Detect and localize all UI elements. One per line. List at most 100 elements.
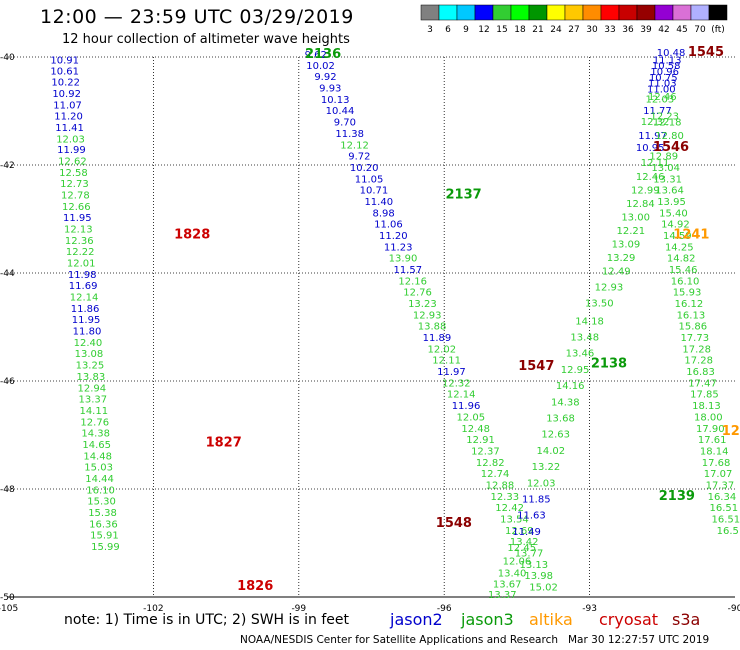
swh-value: 13.23 xyxy=(408,299,437,310)
colorbar-swatch xyxy=(672,4,692,21)
lat-tick-label: -46 xyxy=(0,377,15,387)
swh-value: 11.38 xyxy=(335,129,364,140)
swh-value: 12.05 xyxy=(457,412,486,423)
swh-value: 12.01 xyxy=(67,259,96,270)
swh-value: 11.77 xyxy=(643,106,672,117)
swh-value: 12.73 xyxy=(60,179,89,190)
swh-value: 14.44 xyxy=(85,474,114,485)
swh-value: 11.13 xyxy=(653,55,682,66)
swh-value: 11.41 xyxy=(55,123,84,134)
colorbar-label: 12 xyxy=(478,25,489,35)
swh-value: 12.40 xyxy=(74,338,103,349)
swh-value: 12.82 xyxy=(476,458,505,469)
colorbar-label: 30 xyxy=(586,25,598,35)
swh-value: 12.46 xyxy=(636,172,665,183)
credit-line: NOAA/NESDIS Center for Satellite Applica… xyxy=(240,634,558,646)
swh-value: 12.63 xyxy=(541,430,570,441)
swh-value: 14.38 xyxy=(551,397,580,408)
swh-value: 18.00 xyxy=(694,412,723,423)
swh-value: 12.66 xyxy=(62,202,91,213)
swh-value: 12.33 xyxy=(490,492,519,503)
swh-value: 12.16 xyxy=(398,276,427,287)
swh-value: 16.10 xyxy=(671,276,700,287)
swh-value: 10.44 xyxy=(326,106,355,117)
pass-label: 1828 xyxy=(174,227,210,242)
pass-label: 1826 xyxy=(237,579,273,594)
swh-value: 17.28 xyxy=(682,344,711,355)
swh-value: 15.91 xyxy=(90,531,119,542)
swh-value: 10.95 xyxy=(636,143,665,154)
swh-value: 17.07 xyxy=(704,469,733,480)
swh-value: 16.51 xyxy=(711,514,740,525)
swh-value: 12.91 xyxy=(466,435,495,446)
swh-value: 12.03 xyxy=(527,478,556,489)
colorbar-swatch xyxy=(546,4,566,21)
swh-value: 12.76 xyxy=(403,288,432,299)
swh-value: 10.92 xyxy=(52,89,81,100)
swh-value: 12.88 xyxy=(486,480,515,491)
swh-value: 10.20 xyxy=(350,163,379,174)
swh-value: 16.10 xyxy=(86,485,115,496)
swh-value: 11.89 xyxy=(423,333,452,344)
pass-label: 1548 xyxy=(436,516,472,531)
swh-value: 11.80 xyxy=(73,327,102,338)
colorbar-swatch xyxy=(600,4,620,21)
lon-tick-label: -105 xyxy=(0,604,18,614)
lat-tick-label: -42 xyxy=(0,161,15,171)
swh-value: 18.13 xyxy=(692,401,721,412)
timestamp: Mar 30 12:27:57 UTC 2019 xyxy=(568,634,710,646)
pass-label: 2138 xyxy=(591,357,627,372)
swh-value: 12.36 xyxy=(65,236,94,247)
swh-value: 14.16 xyxy=(556,381,585,392)
swh-value: 13.50 xyxy=(585,298,614,309)
swh-value: 13.29 xyxy=(607,253,636,264)
pass-label: 2139 xyxy=(659,489,695,504)
lat-tick-label: -40 xyxy=(0,53,15,63)
swh-value: 13.37 xyxy=(488,590,517,601)
swh-value: 11.99 xyxy=(57,145,86,156)
lon-tick-label: -96 xyxy=(437,604,452,614)
swh-value: 17.90 xyxy=(696,424,725,435)
swh-value: 9.70 xyxy=(334,118,356,129)
swh-value: 14.48 xyxy=(83,451,112,462)
swh-value: 12.14 xyxy=(447,390,476,401)
swh-value: 12.76 xyxy=(80,417,109,428)
swh-value: 13.08 xyxy=(75,349,104,360)
colorbar-swatch xyxy=(492,4,512,21)
swh-value: 14.25 xyxy=(665,242,694,253)
lon-tick-label: -99 xyxy=(291,604,306,614)
swh-value: 15.46 xyxy=(669,265,698,276)
swh-value: 12.32 xyxy=(641,117,670,128)
colorbar-swatch xyxy=(456,4,476,21)
colorbar-swatch xyxy=(528,4,548,21)
swh-value: 15.40 xyxy=(659,208,688,219)
swh-value: 13.67 xyxy=(493,579,522,590)
swh-value: 12.45 xyxy=(507,543,536,554)
swh-value: 14.18 xyxy=(575,316,604,327)
lat-tick-label: -48 xyxy=(0,485,15,495)
colorbar-label: 6 xyxy=(445,25,451,35)
swh-value: 12.46 xyxy=(648,92,677,103)
pass-label: 1546 xyxy=(653,140,689,155)
swh-value: 12.93 xyxy=(595,282,624,293)
swh-value: 14.02 xyxy=(537,446,566,457)
swh-value: 11.57 xyxy=(394,265,423,276)
swh-value: 12.99 xyxy=(631,186,660,197)
swh-value: 11.03 xyxy=(648,79,677,90)
colorbar-swatch xyxy=(618,4,638,21)
swh-value: 13.83 xyxy=(77,372,106,383)
swh-value: 13.25 xyxy=(76,361,105,372)
swh-value: 11.96 xyxy=(452,401,481,412)
swh-value: 12.18 xyxy=(653,118,682,129)
swh-value: 16.13 xyxy=(677,310,706,321)
swh-value: 11.85 xyxy=(522,495,551,506)
swh-value: 12.02 xyxy=(427,344,456,355)
colorbar-label: 18 xyxy=(514,25,526,35)
swh-value: 12.11 xyxy=(432,356,461,367)
colorbar-label: 33 xyxy=(604,25,615,35)
swh-value: 13.54 xyxy=(500,514,529,525)
swh-value: 16.51 xyxy=(710,503,739,514)
lon-tick-label: -102 xyxy=(143,604,163,614)
swh-value: 11.95 xyxy=(63,213,92,224)
